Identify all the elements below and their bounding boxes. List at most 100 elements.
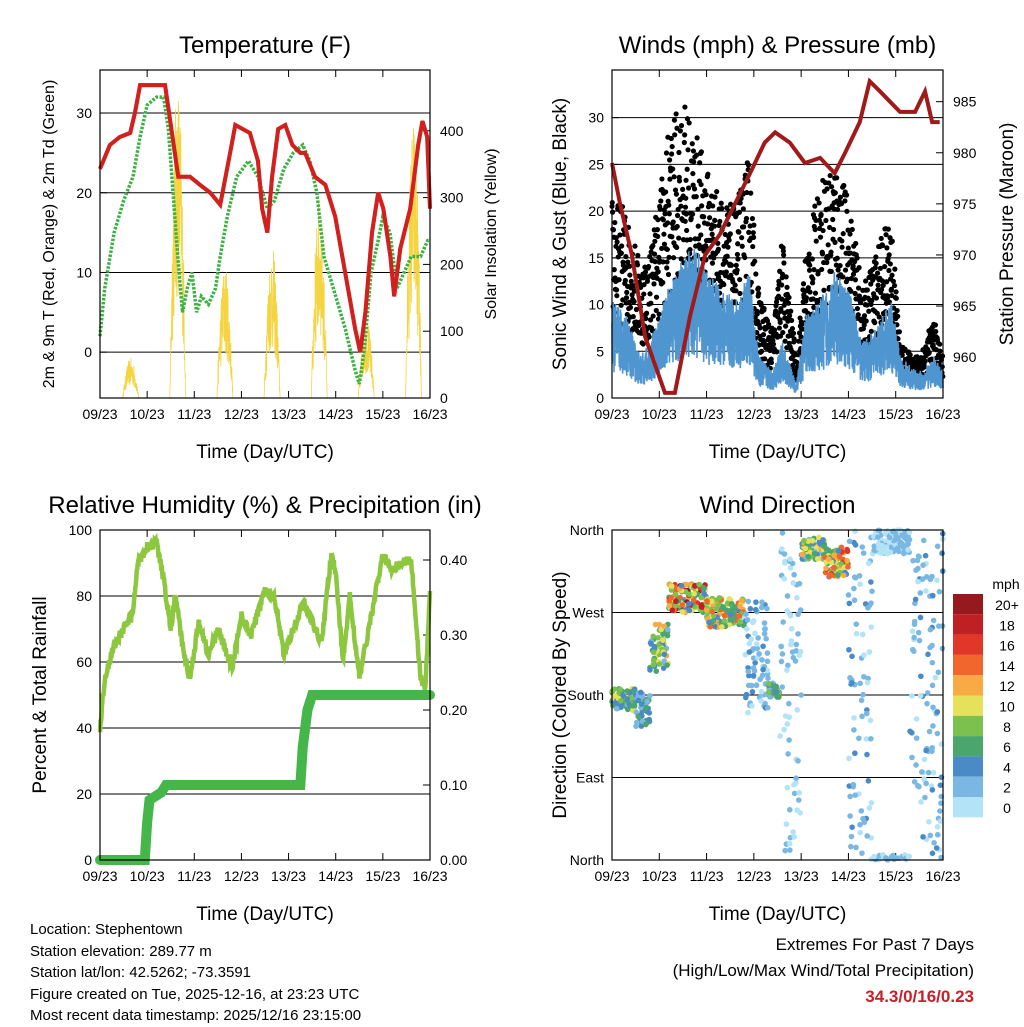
direction-point: [857, 829, 863, 836]
gust-point: [712, 194, 718, 200]
y-right-tick-label: 975: [953, 196, 977, 212]
gust-point: [726, 237, 732, 243]
direction-point: [805, 538, 811, 544]
gust-point: [745, 162, 752, 168]
gust-point: [709, 260, 716, 266]
gust-point: [878, 235, 884, 242]
direction-point: [617, 686, 624, 693]
gust-point: [663, 150, 670, 156]
gust-point: [683, 177, 689, 183]
direction-point: [916, 637, 923, 644]
gust-point: [754, 311, 760, 317]
direction-point: [886, 534, 893, 541]
gust-point: [892, 266, 898, 272]
gust-point: [789, 325, 796, 332]
gust-point: [732, 282, 738, 288]
direction-point: [937, 782, 944, 788]
direction-point: [748, 682, 755, 689]
gust-point: [659, 176, 665, 182]
y-tick-label: North: [570, 522, 604, 538]
direction-point: [726, 595, 733, 602]
direction-point: [745, 668, 752, 675]
gust-point: [845, 245, 851, 251]
direction-point: [936, 588, 943, 595]
y-tick-label: 15: [588, 250, 604, 266]
plot-frame: [611, 69, 944, 399]
direction-point: [918, 673, 924, 680]
direction-point: [679, 602, 686, 608]
direction-point: [911, 634, 917, 641]
direction-point: [929, 592, 936, 599]
direction-point: [900, 544, 906, 550]
gust-point: [650, 313, 656, 319]
gust-point: [702, 188, 708, 194]
gust-point: [748, 190, 754, 196]
direction-point: [792, 658, 799, 664]
y-right-tick-label: 985: [953, 94, 977, 110]
direction-point: [750, 618, 757, 624]
direction-point: [853, 621, 860, 627]
x-tick-label: 14/23: [318, 406, 353, 422]
direction-point: [624, 696, 631, 702]
gust-point: [774, 349, 780, 355]
direction-point: [785, 751, 791, 757]
y-axis-label: 2m & 9m T (Red, Orange) & 2m Td (Green): [41, 80, 58, 389]
direction-point: [866, 649, 873, 655]
gust-point: [677, 128, 683, 134]
direction-point: [883, 855, 889, 861]
y-tick-label: 10: [588, 297, 604, 313]
gust-point: [711, 255, 717, 261]
gust-point: [727, 231, 733, 237]
direction-point: [724, 600, 731, 607]
legend-label: 0: [1003, 800, 1011, 816]
direction-point: [798, 692, 804, 698]
direction-point: [706, 619, 712, 626]
gust-point: [819, 251, 826, 257]
gust-point: [670, 255, 677, 261]
direction-point: [763, 636, 769, 642]
direction-point: [761, 620, 768, 626]
direction-point: [934, 831, 941, 838]
gust-point: [788, 317, 795, 324]
gust-point: [779, 296, 785, 302]
gust-point: [766, 321, 772, 328]
gust-point: [761, 338, 767, 345]
direction-point: [750, 655, 757, 661]
gust-point: [737, 276, 743, 283]
gust-point: [619, 243, 625, 249]
direction-point: [777, 733, 783, 739]
direction-point: [719, 624, 725, 630]
direction-point: [864, 833, 870, 839]
gust-point: [732, 300, 739, 306]
gust-point: [737, 290, 743, 297]
direction-point: [781, 575, 788, 582]
direction-point: [784, 784, 791, 791]
gust-point: [811, 304, 817, 311]
legend-swatch: [953, 736, 983, 757]
gust-point: [824, 259, 830, 266]
precipitation-line: [95, 690, 435, 865]
gust-point: [807, 262, 813, 268]
direction-point: [887, 549, 894, 556]
gust-point: [658, 198, 664, 204]
gust-point: [844, 192, 850, 198]
y-right-tick-label: 0.40: [440, 552, 467, 568]
gust-point: [698, 149, 704, 155]
gust-point: [652, 259, 658, 265]
y-tick-label: 40: [76, 720, 92, 736]
gust-point: [826, 180, 832, 186]
direction-point: [760, 666, 766, 673]
gust-point: [880, 242, 886, 249]
direction-point: [920, 537, 927, 544]
direction-point: [868, 799, 875, 806]
direction-point: [847, 813, 853, 819]
gust-point: [835, 267, 841, 273]
direction-point: [709, 608, 716, 615]
gust-point: [761, 305, 767, 312]
gust-point: [688, 215, 694, 221]
legend-label: 12: [999, 678, 1015, 694]
gust-point: [788, 308, 794, 314]
direction-point: [823, 545, 830, 552]
x-tick-label: 14/23: [318, 868, 353, 884]
direction-point: [779, 546, 785, 552]
